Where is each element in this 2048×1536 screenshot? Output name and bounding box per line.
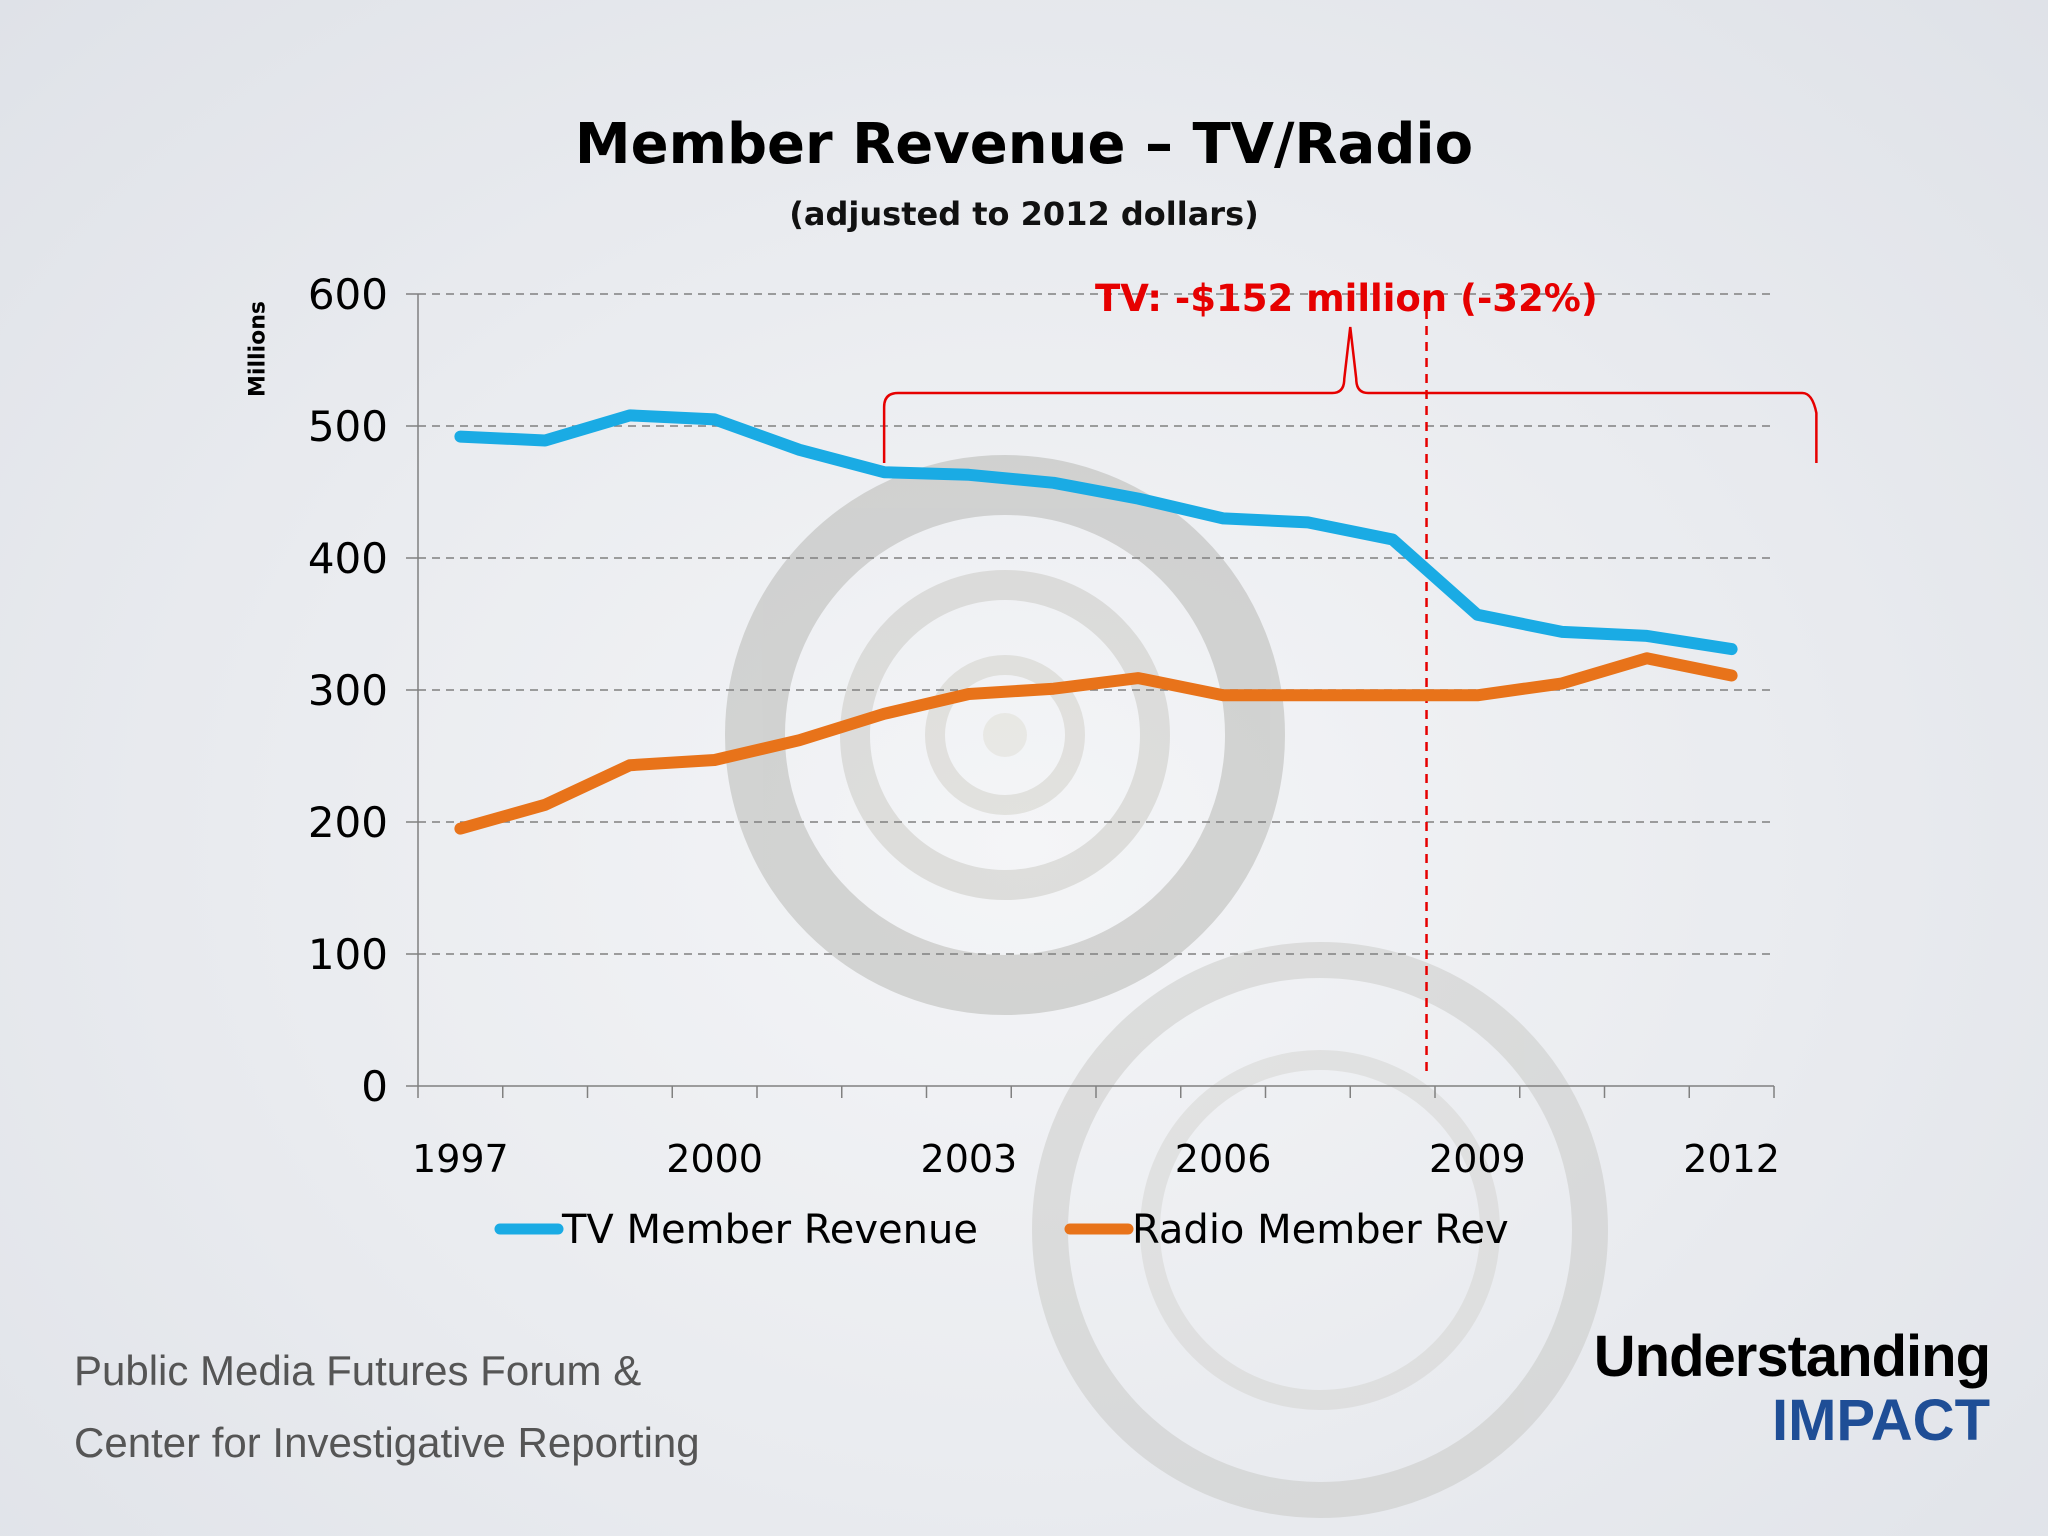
legend: TV Member Revenue Radio Member Rev	[494, 1207, 1509, 1253]
x-tick-label-2012: 2012	[1683, 1137, 1780, 1181]
axes	[406, 293, 1775, 1098]
x-tick-label-2003: 2003	[921, 1137, 1018, 1181]
x-tick-label-2000: 2000	[666, 1137, 763, 1181]
y-tick-label-300: 300	[308, 666, 388, 715]
legend-label-tv: TV Member Revenue	[561, 1207, 978, 1253]
x-tick-label-2006: 2006	[1175, 1137, 1272, 1181]
annotation-label: TV: -$152 million (-32%)	[1095, 277, 1598, 320]
annotation-bracket	[882, 326, 1818, 463]
x-tick-label-1997: 1997	[412, 1137, 509, 1181]
brand-line-1: Understanding	[1593, 1324, 1991, 1389]
x-tick-label-2009: 2009	[1429, 1137, 1526, 1181]
y-tick-label-600: 600	[308, 270, 388, 319]
chart-subtitle: (adjusted to 2012 dollars)	[789, 195, 1259, 233]
gridlines	[418, 293, 1774, 955]
footer-credits: Public Media Futures Forum & Center for …	[74, 1335, 700, 1479]
series-lines	[454, 409, 1738, 835]
y-tick-label-500: 500	[308, 402, 388, 451]
y-tick-label-200: 200	[308, 798, 388, 847]
series-line-tv	[454, 409, 1738, 656]
y-tick-label-0: 0	[361, 1062, 388, 1111]
brand-logo: Understanding IMPACT	[1593, 1324, 1991, 1453]
series-line-radio	[454, 652, 1738, 835]
footer-line-2: Center for Investigative Reporting	[74, 1419, 700, 1466]
brand-line-2: IMPACT	[1771, 1388, 1990, 1453]
legend-label-radio: Radio Member Rev	[1132, 1207, 1509, 1253]
x-tick-labels: 1997 2000 2003 2006 2009 2012	[412, 1137, 1780, 1181]
footer-line-1: Public Media Futures Forum &	[74, 1347, 642, 1394]
y-tick-label-100: 100	[308, 930, 388, 979]
annotation: TV: -$152 million (-32%)	[882, 277, 1818, 1076]
y-tick-labels: 0 100 200 300 400 500 600	[308, 270, 388, 1111]
chart-title: Member Revenue – TV/Radio	[574, 112, 1474, 177]
y-tick-label-400: 400	[308, 534, 388, 583]
